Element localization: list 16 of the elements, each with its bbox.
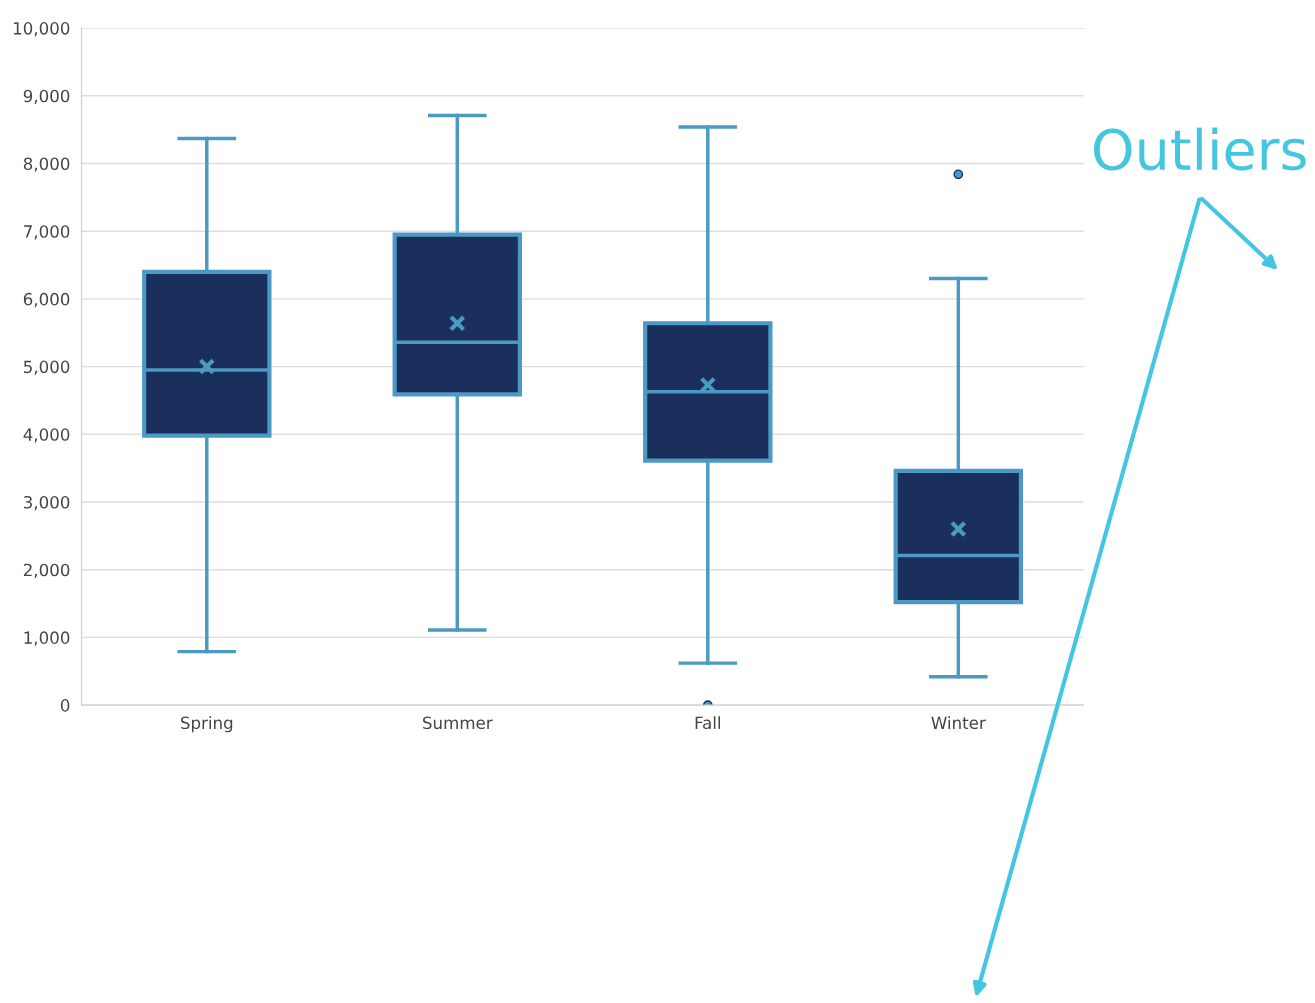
y-tick-label: 7,000 bbox=[24, 225, 70, 240]
x-tick-label: Spring bbox=[180, 716, 233, 733]
x-tick-label: Winter bbox=[931, 716, 986, 730]
y-tick-label: 2,000 bbox=[23, 563, 70, 578]
y-tick-label: 9,000 bbox=[23, 89, 70, 105]
y-tick-label: 4,000 bbox=[23, 428, 70, 443]
x-tick-label: Fall bbox=[695, 716, 721, 730]
y-tick-label: 5,000 bbox=[23, 360, 70, 375]
x-tick-label: Summer bbox=[423, 716, 493, 730]
y-tick-label: 1,000 bbox=[24, 631, 70, 646]
y-tick-label: 10,000 bbox=[13, 22, 70, 37]
y-tick-label: 6,000 bbox=[23, 292, 70, 308]
y-tick-label: 0 bbox=[60, 699, 70, 712]
text: Outliers bbox=[1093, 127, 1306, 171]
y-tick-label: 3,000 bbox=[23, 495, 70, 511]
y-tick-label: 8,000 bbox=[23, 157, 70, 172]
